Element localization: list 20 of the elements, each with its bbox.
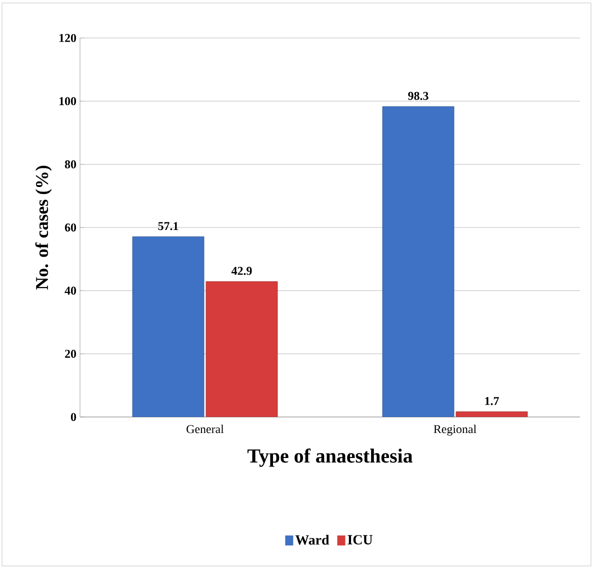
- legend-label: ICU: [348, 535, 372, 544]
- y-tick-label: 80: [64, 160, 76, 168]
- bar: [132, 236, 204, 417]
- x-tick-label: General: [186, 424, 224, 434]
- bar: [382, 106, 454, 417]
- y-tick-label: 40: [64, 286, 76, 295]
- x-tick-label: Regional: [434, 424, 476, 436]
- x-axis-title: Type of anaesthesia: [247, 448, 413, 467]
- data-label: 57.1: [158, 222, 178, 230]
- y-axis-title: No. of cases (%): [35, 166, 52, 290]
- y-tick-label: 0: [70, 412, 76, 422]
- data-label: 98.3: [408, 92, 428, 100]
- y-tick-label: 100: [60, 97, 76, 106]
- y-tick-label: 20: [65, 350, 76, 358]
- y-tick-label: 120: [60, 34, 76, 42]
- legend-label: Ward: [295, 534, 330, 545]
- data-label: 1.7: [485, 397, 499, 406]
- data-label: 42.9: [231, 266, 252, 275]
- y-tick-label: 60: [64, 223, 76, 232]
- bar: [206, 281, 278, 417]
